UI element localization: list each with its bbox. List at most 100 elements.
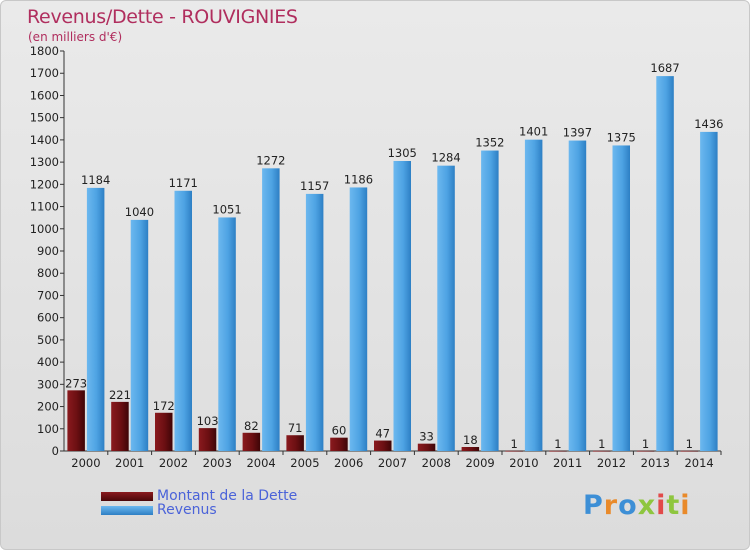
bar-dette — [155, 412, 173, 451]
data-label-dette: 221 — [109, 388, 131, 402]
y-tick-label: 100 — [37, 422, 59, 436]
bar-revenus — [174, 190, 192, 451]
y-tick-label: 400 — [37, 355, 59, 369]
y-tick-label: 1600 — [30, 88, 59, 102]
y-tick-label: 1800 — [30, 44, 59, 58]
logo-letter: r — [603, 490, 619, 521]
legend-item-revenus: Revenus — [101, 502, 217, 518]
data-label-revenus: 1397 — [563, 126, 592, 140]
logo-letter: i — [680, 490, 691, 521]
x-tick-label: 2014 — [684, 456, 713, 470]
bar-revenus — [86, 187, 105, 451]
data-label-dette: 1 — [686, 437, 693, 451]
data-label-dette: 273 — [65, 376, 87, 390]
data-label-revenus: 1272 — [256, 153, 285, 167]
bar-dette — [461, 447, 480, 451]
y-tick-label: 1200 — [30, 177, 59, 191]
x-tick-label: 2000 — [71, 456, 100, 470]
chart-title: Revenus/Dette - ROUVIGNIES — [27, 6, 298, 28]
logo-letter: P — [583, 490, 604, 521]
legend-label-revenus: Revenus — [157, 502, 217, 518]
bar-dette — [505, 450, 523, 452]
data-label-revenus: 1171 — [169, 176, 198, 190]
x-tick-label: 2001 — [115, 456, 144, 470]
y-tick-label: 500 — [37, 333, 59, 347]
data-label-revenus: 1401 — [519, 125, 548, 139]
bar-revenus — [524, 139, 543, 451]
proxiti-logo: Proxiti — [583, 490, 691, 521]
bar-revenus — [481, 150, 499, 452]
data-label-dette: 47 — [375, 427, 390, 441]
data-label-dette: 60 — [332, 424, 347, 438]
bar-dette — [636, 450, 655, 452]
bar-dette — [111, 401, 129, 451]
legend-swatch-revenus — [101, 505, 153, 515]
chart-bars — [67, 76, 718, 452]
y-tick-label: 700 — [37, 288, 59, 302]
data-label-revenus: 1305 — [388, 146, 417, 160]
bar-revenus — [656, 76, 674, 451]
y-tick-label: 200 — [37, 400, 59, 414]
legend-label-dette: Montant de la Dette — [157, 488, 298, 504]
legend-item-dette: Montant de la Dette — [101, 488, 298, 504]
data-label-revenus: 1184 — [81, 173, 110, 187]
x-tick-label: 2006 — [334, 456, 363, 470]
data-label-dette: 1 — [510, 437, 517, 451]
data-label-dette: 172 — [153, 399, 175, 413]
bar-dette — [374, 440, 392, 451]
data-label-dette: 1 — [642, 437, 649, 451]
x-tick-label: 2007 — [378, 456, 407, 470]
bar-revenus — [437, 165, 455, 451]
bar-revenus — [393, 161, 411, 451]
chart-subtitle: (en milliers d'€) — [28, 30, 123, 44]
bar-revenus — [218, 217, 236, 451]
bar-dette — [330, 437, 348, 451]
data-label-dette: 33 — [419, 430, 434, 444]
bar-revenus — [568, 140, 587, 452]
x-tick-label: 2013 — [641, 456, 670, 470]
data-label-revenus: 1040 — [125, 205, 154, 219]
y-tick-label: 800 — [37, 266, 59, 280]
x-tick-label: 2010 — [509, 456, 538, 470]
data-label-dette: 103 — [197, 414, 219, 428]
bar-revenus — [130, 219, 149, 451]
x-tick-label: 2004 — [246, 456, 275, 470]
bar-revenus — [305, 193, 324, 451]
data-label-revenus: 1687 — [650, 61, 679, 75]
logo-letter: t — [666, 490, 681, 521]
logo-letter: i — [656, 490, 667, 521]
y-tick-label: 1000 — [30, 222, 59, 236]
data-label-dette: 82 — [244, 419, 259, 433]
y-tick-label: 300 — [37, 377, 59, 391]
y-tick-label: 1100 — [30, 200, 59, 214]
logo-letter: x — [637, 490, 657, 521]
x-tick-label: 2009 — [465, 456, 494, 470]
bar-dette — [198, 428, 217, 451]
y-tick-label: 1500 — [30, 111, 59, 125]
legend-swatch-dette — [101, 491, 153, 501]
data-label-revenus: 1375 — [607, 130, 636, 144]
x-tick-label: 2005 — [290, 456, 319, 470]
data-label-dette: 18 — [463, 433, 478, 447]
data-label-revenus: 1186 — [344, 172, 373, 186]
data-label-revenus: 1051 — [212, 202, 241, 216]
bar-revenus — [612, 145, 630, 451]
bar-dette — [417, 443, 436, 451]
bar-revenus — [700, 131, 718, 451]
bar-dette — [286, 435, 304, 451]
y-tick-label: 1400 — [30, 133, 59, 147]
bar-dette — [593, 450, 611, 452]
y-tick-label: 1300 — [30, 155, 59, 169]
chart-data-labels: 273 1184 221 1040 172 1171 103 1051 82 1272 71 1157… — [65, 61, 723, 451]
x-tick-label: 2008 — [422, 456, 451, 470]
y-tick-label: 900 — [37, 244, 59, 258]
bar-dette — [549, 450, 567, 452]
data-label-dette: 1 — [598, 437, 605, 451]
bar-dette — [67, 390, 85, 451]
y-tick-label: 0 — [52, 444, 59, 458]
bar-revenus — [349, 187, 368, 451]
bar-dette — [680, 450, 699, 452]
chart-axes: 0100200300400500600700800900100011001200… — [30, 44, 722, 470]
